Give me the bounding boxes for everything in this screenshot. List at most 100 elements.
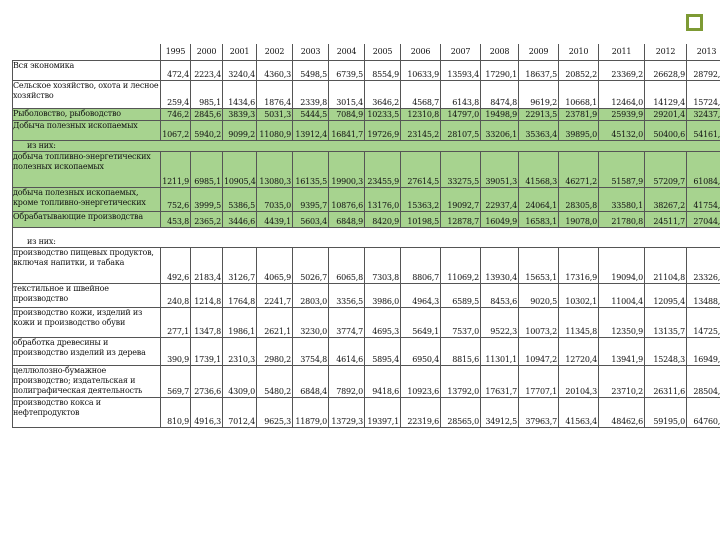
row-label: целлюлозно-бумажное производство; издате… [12,365,161,398]
value-cell: 8453,6 [480,283,519,308]
row-label: Обрабатывающие производства [12,211,161,228]
year-header: 2009 [518,44,559,61]
value-cell: 22937,4 [480,187,519,212]
table-row: Рыболовство, рыбоводство 746,2 2845,6 3839,… [12,108,720,121]
value-cell: 3240,4 [222,60,257,81]
value-cell: 54161,2 [686,120,720,141]
value-cell: 11301,1 [480,337,519,366]
value-cell: 16949,7 [686,337,720,366]
value-cell: 16135,5 [292,151,329,188]
value-cell: 15248,3 [644,337,687,366]
year-header: 2013 [686,44,720,61]
table-row: обработка древесины и производство издел… [12,337,720,366]
value-cell: 19397,1 [364,397,401,428]
subgroup-label: из них: [12,227,720,248]
value-cell: 13488,5 [686,283,720,308]
value-cell: 9619,2 [518,80,559,109]
value-cell: 37963,7 [518,397,559,428]
value-cell: 20104,3 [558,365,599,398]
table-row: добыча полезных ископаемых, кроме топлив… [12,187,720,212]
value-cell: 1739,1 [190,337,223,366]
value-cell: 23326,9 [686,247,720,284]
value-cell: 38267,2 [644,187,687,212]
year-header: 2001 [222,44,257,61]
table-row: из них: [12,227,720,248]
value-cell: 5026,7 [292,247,329,284]
value-cell: 5498,5 [292,60,329,81]
value-cell: 2621,1 [256,307,293,338]
value-cell: 2310,3 [222,337,257,366]
value-cell: 4360,3 [256,60,293,81]
value-cell: 4695,3 [364,307,401,338]
value-cell: 1434,6 [222,80,257,109]
value-cell: 4916,3 [190,397,223,428]
value-cell: 6985,1 [190,151,223,188]
value-cell: 28107,5 [440,120,481,141]
value-cell: 3230,0 [292,307,329,338]
value-cell: 46271,2 [558,151,599,188]
value-cell: 13080,3 [256,151,293,188]
year-header: 2000 [190,44,223,61]
value-cell: 51587,9 [598,151,645,188]
value-cell: 10905,4 [222,151,257,188]
value-cell: 27614,5 [400,151,441,188]
value-cell: 1986,1 [222,307,257,338]
value-cell: 7035,0 [256,187,293,212]
value-cell: 9418,6 [364,365,401,398]
value-cell: 21780,8 [598,211,645,228]
row-label: добыча полезных ископаемых, кроме топлив… [12,187,161,212]
value-cell: 2980,2 [256,337,293,366]
value-cell: 11879,0 [292,397,329,428]
value-cell: 277,1 [160,307,191,338]
value-cell: 28565,0 [440,397,481,428]
value-cell: 7537,0 [440,307,481,338]
year-header-row: 1995 2000 2001 2002 2003 2004 2005 2006 2007 2008… [12,44,720,61]
value-cell: 810,9 [160,397,191,428]
value-cell: 1214,8 [190,283,223,308]
value-cell: 5895,4 [364,337,401,366]
value-cell: 23710,2 [598,365,645,398]
value-cell: 28792,0 [686,60,720,81]
table-row: производство кожи, изделий из кожи и про… [12,307,720,338]
value-cell: 13135,7 [644,307,687,338]
row-label: производство кокса и нефтепродуктов [12,397,161,428]
table-row: производство кокса и нефтепродуктов 810,9… [12,397,720,428]
value-cell: 2803,0 [292,283,329,308]
value-cell: 21104,8 [644,247,687,284]
value-cell: 61084,1 [686,151,720,188]
value-cell: 569,7 [160,365,191,398]
value-cell: 12720,4 [558,337,599,366]
value-cell: 13912,4 [292,120,329,141]
value-cell: 6739,5 [328,60,365,81]
value-cell: 20852,2 [558,60,599,81]
value-cell: 7303,8 [364,247,401,284]
row-label: обработка древесины и производство издел… [12,337,161,366]
value-cell: 35363,4 [518,120,559,141]
value-cell: 3986,0 [364,283,401,308]
value-cell: 390,9 [160,337,191,366]
value-cell: 746,2 [160,108,191,121]
value-cell: 13176,0 [364,187,401,212]
value-cell: 10947,2 [518,337,559,366]
value-cell: 50400,6 [644,120,687,141]
value-cell: 8420,9 [364,211,401,228]
value-cell: 41754,4 [686,187,720,212]
table-row: текстильное и швейное производство 240,8 1… [12,283,720,308]
value-cell: 18637,5 [518,60,559,81]
table-row: Добыча полезных ископаемых 1067,2 5940,2 90… [12,120,720,141]
value-cell: 22319,6 [400,397,441,428]
value-cell: 2339,8 [292,80,329,109]
year-header: 2002 [256,44,293,61]
value-cell: 16049,9 [480,211,519,228]
value-cell: 15653,1 [518,247,559,284]
table-row: добыча топливно-энергетических полезных … [12,151,720,188]
value-cell: 25939,9 [598,108,645,121]
value-cell: 3015,4 [328,80,365,109]
value-cell: 39895,0 [558,120,599,141]
value-cell: 14725,1 [686,307,720,338]
value-cell: 5649,1 [400,307,441,338]
value-cell: 15724,0 [686,80,720,109]
value-cell: 12464,0 [598,80,645,109]
value-cell: 4568,7 [400,80,441,109]
value-cell: 6065,8 [328,247,365,284]
